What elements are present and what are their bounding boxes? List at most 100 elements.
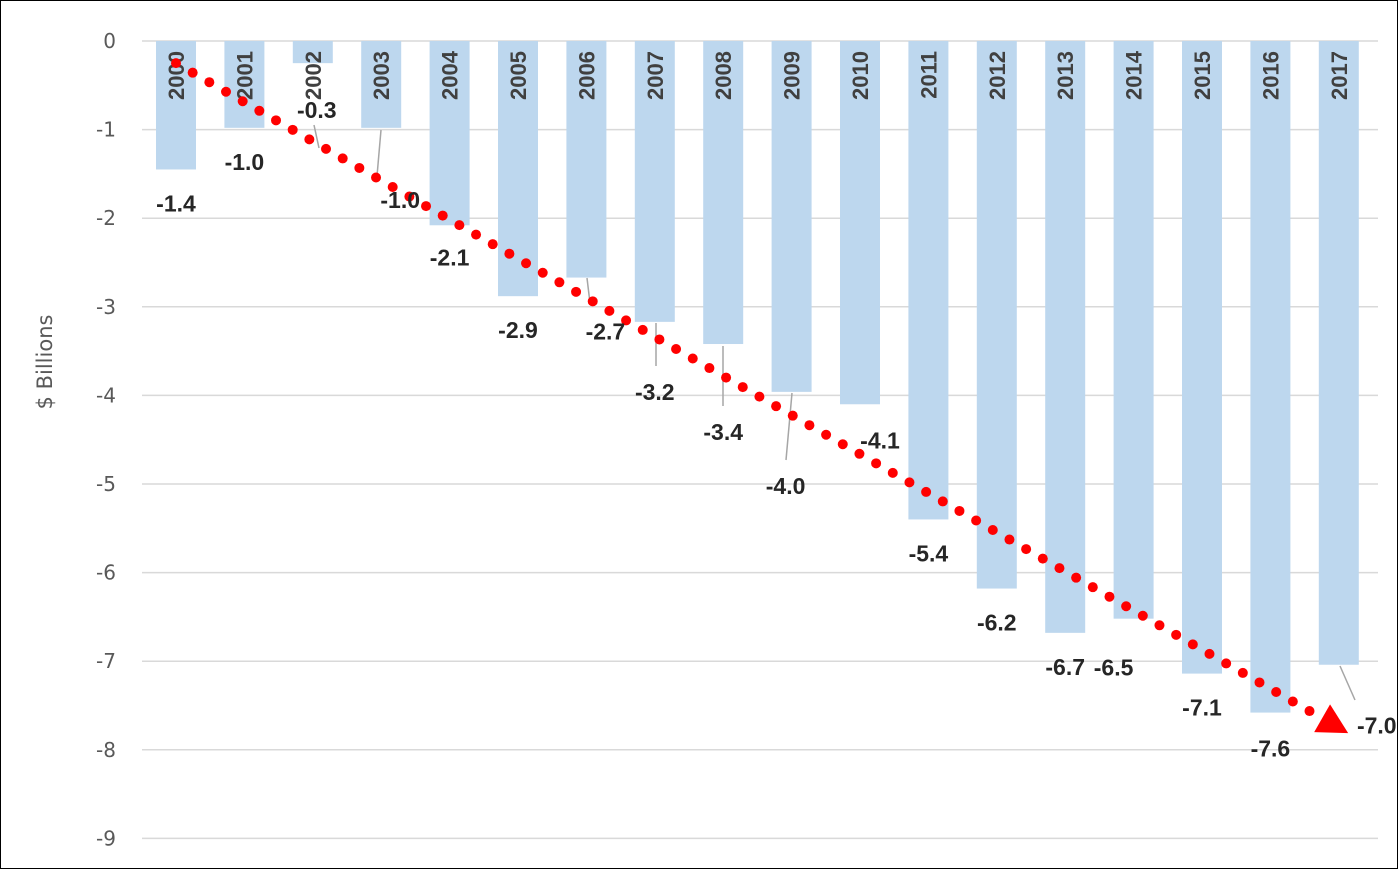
trend-dot [671, 343, 682, 354]
y-tick-label: -1 [96, 118, 116, 142]
category-label-2008: 2008 [711, 51, 736, 100]
data-label-2013: -6.7 [1045, 654, 1085, 680]
trend-dot [287, 124, 298, 135]
data-label-2016: -7.6 [1251, 736, 1291, 762]
y-tick-label: 0 [103, 29, 116, 53]
bar-2012 [976, 41, 1017, 589]
trend-dot [221, 86, 232, 97]
trend-dot [1204, 648, 1215, 659]
trend-dot [337, 153, 348, 164]
category-label-2007: 2007 [643, 51, 668, 100]
category-label-2013: 2013 [1053, 51, 1078, 100]
category-label-2016: 2016 [1258, 51, 1283, 100]
leader-line-2017 [1339, 665, 1356, 701]
bar-2013 [1045, 41, 1086, 633]
category-label-2005: 2005 [506, 51, 531, 100]
y-tick-label: -3 [96, 295, 116, 319]
bar-2006 [566, 41, 607, 278]
category-label-2014: 2014 [1122, 50, 1147, 100]
y-axis-label: $ Billions [33, 315, 57, 410]
bar-2010 [840, 41, 880, 405]
trend-dot [1087, 582, 1098, 593]
data-label-2015: -7.1 [1182, 695, 1222, 721]
trend-dot [187, 67, 198, 78]
category-labels: 2000 2001 2002 2003 2004 2005 2006 2007 2008 2009… [164, 50, 1352, 100]
data-labels: -1.4 -1.0 -0.3 -1.0 -2.1 -2.9 -2.7 -3.2 -3.4 -4.0… [156, 97, 1396, 761]
data-label-2006: -2.7 [586, 319, 626, 345]
trend-dot [537, 267, 548, 278]
data-label-2012: -6.2 [977, 610, 1017, 636]
trend-dot [387, 182, 398, 193]
trend-dot [604, 305, 615, 316]
trend-dot [254, 105, 265, 116]
trend-dot [721, 372, 732, 383]
data-label-2014: -6.5 [1094, 655, 1134, 681]
y-tick-label: -2 [96, 206, 116, 230]
bars [156, 41, 1359, 713]
trend-dot [404, 191, 415, 202]
category-label-2002: 2002 [301, 51, 326, 100]
category-label-2006: 2006 [574, 51, 599, 100]
trend-dot [504, 248, 515, 259]
leader-line-2003 [376, 129, 382, 177]
trend-dot [871, 458, 882, 469]
data-label-2008: -3.4 [703, 419, 743, 445]
bar-2008 [703, 41, 744, 345]
trend-dot [1304, 706, 1315, 717]
data-label-2003: -1.0 [380, 187, 420, 213]
trend-dot [421, 201, 432, 212]
trend-dot [204, 77, 215, 88]
trend-dot [1154, 620, 1165, 631]
trend-dot [737, 382, 748, 393]
bar-2002 [292, 41, 333, 64]
trend-dot [1004, 534, 1015, 545]
trend-dot [354, 162, 365, 173]
category-label-2010: 2010 [848, 51, 873, 100]
data-label-2000: -1.4 [156, 190, 196, 216]
y-tick-label: -7 [96, 649, 116, 673]
trend-dot [1121, 601, 1132, 612]
trend-dot [787, 410, 798, 421]
trend-dot [887, 467, 898, 478]
trend-dot [954, 505, 965, 516]
trend-dot [1187, 639, 1198, 650]
trend-dot [1037, 553, 1048, 564]
bar-2011 [908, 41, 949, 520]
data-label-2017: -7.0 [1357, 713, 1397, 739]
y-tick-label: -6 [96, 561, 116, 585]
trend-dot [704, 363, 715, 374]
trend-dot [437, 210, 448, 221]
gridlines [142, 40, 1378, 840]
trend-dot [1271, 686, 1282, 697]
category-label-2001: 2001 [232, 51, 257, 100]
trend-dot [1137, 610, 1148, 621]
category-label-2012: 2012 [985, 51, 1010, 100]
bar-2014 [1113, 41, 1154, 619]
trend-dot [304, 134, 315, 145]
trend-dot [1287, 696, 1298, 707]
bar-2009 [771, 41, 812, 392]
trend-dot [1221, 658, 1232, 669]
trend-dot [587, 296, 598, 307]
y-tick-label: -9 [96, 826, 116, 850]
trend-dot [471, 229, 482, 240]
trend-dot [621, 315, 632, 326]
bar-2007 [634, 41, 675, 322]
trend-dot [754, 391, 765, 402]
trend-dot [837, 439, 848, 450]
y-tick-label: -5 [96, 472, 116, 496]
trend-dot [1054, 563, 1065, 574]
trend-dot [1237, 667, 1248, 678]
trend-dot [987, 525, 998, 536]
trend-dot [1071, 572, 1082, 583]
data-label-2009: -4.0 [766, 473, 806, 499]
trend-dot [571, 286, 582, 297]
category-label-2015: 2015 [1190, 51, 1215, 100]
trend-dot [771, 401, 782, 412]
trend-dot [854, 448, 865, 459]
trend-dot [1021, 544, 1032, 555]
trend-dot [1254, 677, 1265, 688]
